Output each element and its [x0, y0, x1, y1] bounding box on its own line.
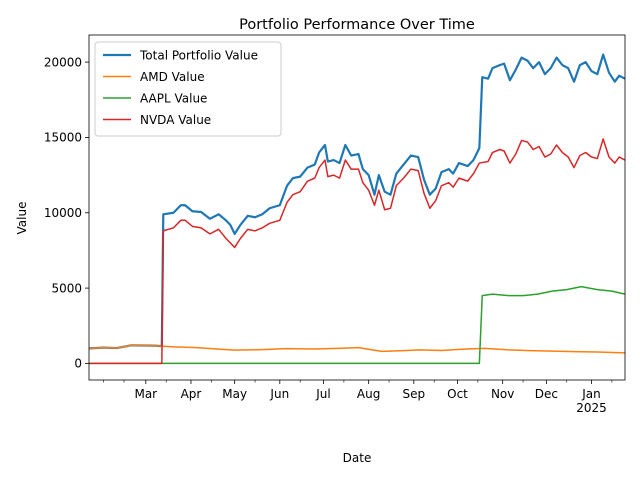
- series-line-nvda-value: [89, 138, 625, 365]
- y-tick-label: 0: [74, 357, 82, 371]
- legend-label: AAPL Value: [140, 92, 207, 106]
- x-tick-label: Mar: [134, 387, 157, 401]
- legend-label: NVDA Value: [140, 113, 211, 127]
- series-line-amd-value: [89, 344, 625, 354]
- y-tick-label: 5000: [51, 281, 82, 295]
- y-tick-label: 15000: [44, 131, 82, 145]
- y-tick-label: 10000: [44, 206, 82, 220]
- x-tick-label: May: [222, 387, 247, 401]
- x-tick-label: Apr: [181, 387, 202, 401]
- x-tick-year-label: 2025: [576, 401, 607, 415]
- x-tick-label: Jan: [581, 387, 601, 401]
- plot-area: [89, 53, 625, 365]
- series-line-aapl-value: [89, 285, 625, 365]
- x-tick-label: Jul: [315, 387, 330, 401]
- axes: 0 5000 10000 15000 20000 Mar Apr May Jun Jul Aug Se…: [44, 34, 626, 415]
- y-axis-label: Value: [15, 202, 29, 235]
- legend: Total Portfolio Value AMD Value AAPL Value…: [94, 41, 282, 137]
- x-tick-label: Jun: [269, 387, 289, 401]
- x-axis-label: Date: [343, 451, 372, 465]
- x-tick-label: Sep: [402, 387, 425, 401]
- legend-label: AMD Value: [140, 70, 205, 84]
- legend-label: Total Portfolio Value: [139, 49, 258, 63]
- x-tick-label: Dec: [535, 387, 558, 401]
- y-tick-label: 20000: [44, 55, 82, 69]
- x-tick-label: Nov: [491, 387, 514, 401]
- x-tick-label: Aug: [357, 387, 380, 401]
- chart-title: Portfolio Performance Over Time: [239, 17, 475, 33]
- series-line-total-portfolio-value: [89, 53, 625, 350]
- x-tick-label: Oct: [447, 387, 468, 401]
- plot-frame: [88, 34, 626, 381]
- legend-box: [94, 41, 282, 137]
